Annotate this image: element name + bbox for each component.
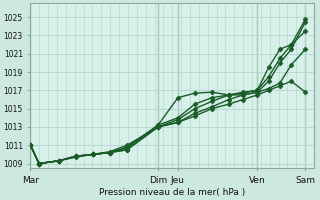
X-axis label: Pression niveau de la mer( hPa ): Pression niveau de la mer( hPa ): [99, 188, 245, 197]
